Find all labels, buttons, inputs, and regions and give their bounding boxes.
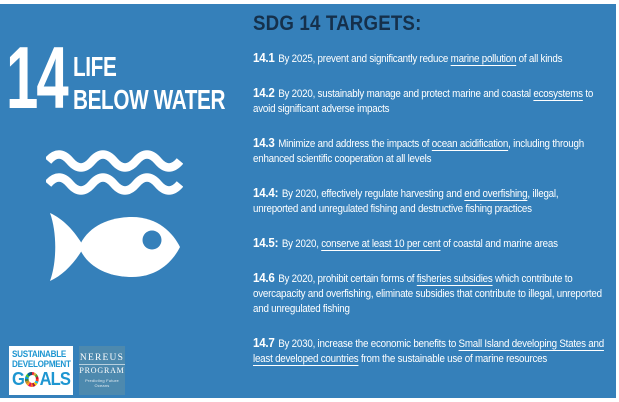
targets-heading: SDG 14 TARGETS:: [253, 12, 422, 35]
target-number: 14.3: [253, 135, 275, 150]
nereus-logo-program: PROGRAM: [79, 364, 125, 375]
target-text-underlined: fisheries subsidies: [416, 273, 493, 285]
target-text: to avoid significant adverse impacts: [253, 88, 594, 115]
target-14.6: 14.6 By 2020, prohibit certain forms of f…: [253, 270, 605, 317]
target-text-underlined: marine pollution: [450, 53, 517, 65]
target-text-underlined: Small Island developing States and least…: [253, 338, 604, 365]
target-text: By 2025, prevent and significantly reduc…: [278, 53, 451, 65]
fish-icon: [50, 213, 180, 281]
sdg-logo-goals: G ALS: [12, 369, 71, 389]
sdg-goals-g: G: [12, 369, 25, 389]
goal-title-line1: LIFE: [73, 51, 117, 82]
sdg-logo-line1: SUSTAINABLE: [12, 349, 67, 359]
target-text: By 2020, prohibit certain forms of: [278, 273, 417, 285]
target-text: of coastal and marine areas: [440, 238, 558, 250]
target-text: from the sustainable use of marine resou…: [358, 353, 548, 365]
target-text: By 2020,: [281, 238, 322, 250]
background: [0, 4, 616, 398]
nereus-program-logo: NEREUS PROGRAM Predicting Future Oceans: [79, 346, 125, 395]
target-number: 14.5:: [253, 235, 279, 250]
target-text: , illegal, unreported and unregulated fi…: [253, 188, 559, 215]
target-text-underlined: conserve at least 10 per cent: [321, 238, 441, 250]
goal-number: 14: [6, 28, 69, 127]
targets-list: 14.1 By 2025, prevent and significantly r…: [253, 50, 605, 367]
fish-eye: [142, 230, 162, 250]
target-14.5: 14.5: By 2020, conserve at least 10 per c…: [253, 235, 605, 252]
target-14.4: 14.4: By 2020, effectively regulate harve…: [253, 185, 605, 217]
waves-icon: [46, 150, 183, 195]
nereus-logo-name: NEREUS: [79, 353, 125, 363]
target-14.1: 14.1 By 2025, prevent and significantly r…: [253, 50, 605, 67]
target-text-underlined: end overfishing: [464, 188, 528, 200]
sdg-goals-als: ALS: [39, 369, 71, 389]
target-text: Minimize and address the impacts of: [278, 138, 432, 150]
target-text: which contribute to overcapacity and ove…: [253, 273, 602, 315]
target-text: , including through enhanced scientific …: [253, 138, 584, 165]
sdg-goals-logo: SUSTAINABLE DEVELOPMENT G ALS: [9, 346, 73, 395]
target-number: 14.6: [253, 270, 275, 285]
nereus-logo-tagline: Predicting Future Oceans: [85, 378, 119, 388]
target-text-underlined: ecosystems: [533, 88, 583, 100]
target-number: 14.7: [253, 335, 275, 350]
sdg-logo-line2: DEVELOPMENT: [12, 358, 71, 369]
target-text: By 2030, increase the economic benefits …: [278, 338, 459, 350]
sdg-wheel-icon: [24, 371, 39, 387]
goal-title: LIFE BELOW WATER: [73, 50, 225, 116]
target-text: of all kinds: [516, 53, 563, 65]
targets-panel: SDG 14 TARGETS: 14.1 By 2025, prevent and…: [253, 12, 605, 385]
target-number: 14.1: [253, 50, 275, 65]
target-number: 14.2: [253, 85, 275, 100]
target-14.3: 14.3 Minimize and address the impacts of …: [253, 135, 605, 167]
target-text: By 2020, effectively regulate harvesting…: [281, 188, 465, 200]
target-14.2: 14.2 By 2020, sustainably manage and prot…: [253, 85, 605, 117]
target-number: 14.4:: [253, 185, 279, 200]
sdg-wheel-hole: [28, 375, 36, 383]
target-text: By 2020, sustainably manage and protect …: [278, 88, 534, 100]
target-text-underlined: ocean acidification: [431, 138, 509, 150]
goal-title-line2: BELOW WATER: [73, 84, 226, 115]
target-14.7: 14.7 By 2030, increase the economic benef…: [253, 335, 605, 367]
